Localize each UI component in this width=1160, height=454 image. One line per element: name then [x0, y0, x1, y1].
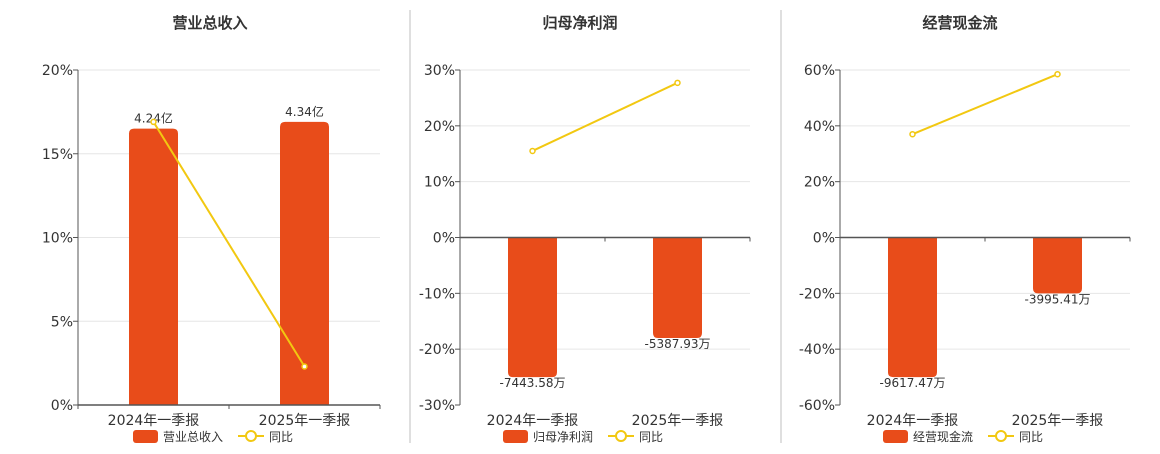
y-tick-label: 0% [813, 231, 835, 247]
bar-data-label: -9617.47万 [880, 376, 946, 390]
x-tick-label: 2024年一季报 [867, 413, 959, 429]
yoy-line [152, 121, 306, 368]
bar [1033, 237, 1082, 294]
y-tick-label: -10% [419, 286, 455, 302]
legend-bar-label: 经营现金流 [913, 429, 973, 444]
legend-bar-swatch [133, 430, 158, 443]
legend-bar-swatch [883, 430, 908, 443]
y-tick-label: 10% [424, 175, 455, 191]
bar [280, 121, 329, 406]
bar [129, 128, 178, 405]
chart-title: 营业总收入 [172, 14, 247, 32]
bar [653, 237, 702, 338]
y-tick-label: 60% [804, 63, 835, 79]
y-tick-label: 40% [804, 119, 835, 135]
legend-line-marker [995, 430, 1007, 442]
bar-data-label: -3995.41万 [1025, 292, 1091, 306]
bar-data-label: 4.34亿 [285, 104, 324, 119]
y-tick-label: 10% [42, 231, 73, 247]
y-tick-label: -40% [799, 342, 835, 358]
yoy-point [909, 130, 916, 138]
legend-line-marker [245, 430, 257, 442]
bar [508, 237, 557, 378]
yoy-point [674, 79, 681, 87]
x-tick-label: 2025年一季报 [259, 413, 351, 429]
bar-data-label: -5387.93万 [645, 337, 711, 351]
legend-line-label: 同比 [639, 430, 663, 444]
x-tick-label: 2025年一季报 [632, 413, 724, 429]
yoy-point [301, 363, 308, 370]
legend-line-label: 同比 [1019, 430, 1043, 444]
chart-panel-3: 经营现金流 -60% -40% -20% 0% 20% 40% 60% -9617.47万 -39… [799, 14, 1131, 444]
y-tick-label: 5% [51, 314, 73, 330]
y-tick-label: 15% [42, 147, 73, 163]
y-tick-label: 20% [804, 175, 835, 191]
chart-title: 经营现金流 [922, 14, 997, 32]
yoy-point [150, 118, 157, 126]
legend-bar-label: 营业总收入 [163, 430, 223, 444]
y-tick-label: 0% [51, 398, 73, 414]
legend-line-label: 同比 [269, 430, 293, 444]
chart-panel-2: 归母净利润 -30% -20% -10% 0% 10% 20% 30% -7443.58万 -53… [419, 14, 751, 444]
bar-data-label: -7443.58万 [500, 376, 566, 390]
y-tick-label: -30% [419, 398, 455, 414]
yoy-point [529, 147, 536, 155]
yoy-line [532, 81, 678, 152]
bar-data-label: 4.24亿 [134, 111, 173, 126]
y-tick-label: -60% [799, 398, 835, 414]
bar [888, 237, 937, 378]
y-tick-label: 20% [42, 63, 73, 79]
x-tick-label: 2025年一季报 [1012, 413, 1104, 429]
chart-title: 归母净利润 [542, 14, 617, 32]
yoy-line [912, 73, 1058, 136]
chart-panel-1: 营业总收入 0% 5% 10% 15% 20% 4.24亿 4.34亿 2024年一季报 2025… [42, 14, 381, 444]
y-tick-label: -20% [799, 286, 835, 302]
y-tick-label: -20% [419, 342, 455, 358]
y-tick-label: 0% [433, 231, 455, 247]
x-tick-label: 2024年一季报 [108, 413, 200, 429]
y-tick-label: 30% [424, 63, 455, 79]
legend-bar-swatch [503, 430, 528, 443]
legend-line-marker [615, 430, 627, 442]
x-tick-label: 2024年一季报 [487, 413, 579, 429]
yoy-point [1054, 70, 1061, 78]
y-tick-label: 20% [424, 119, 455, 135]
legend-bar-label: 归母净利润 [533, 430, 593, 444]
